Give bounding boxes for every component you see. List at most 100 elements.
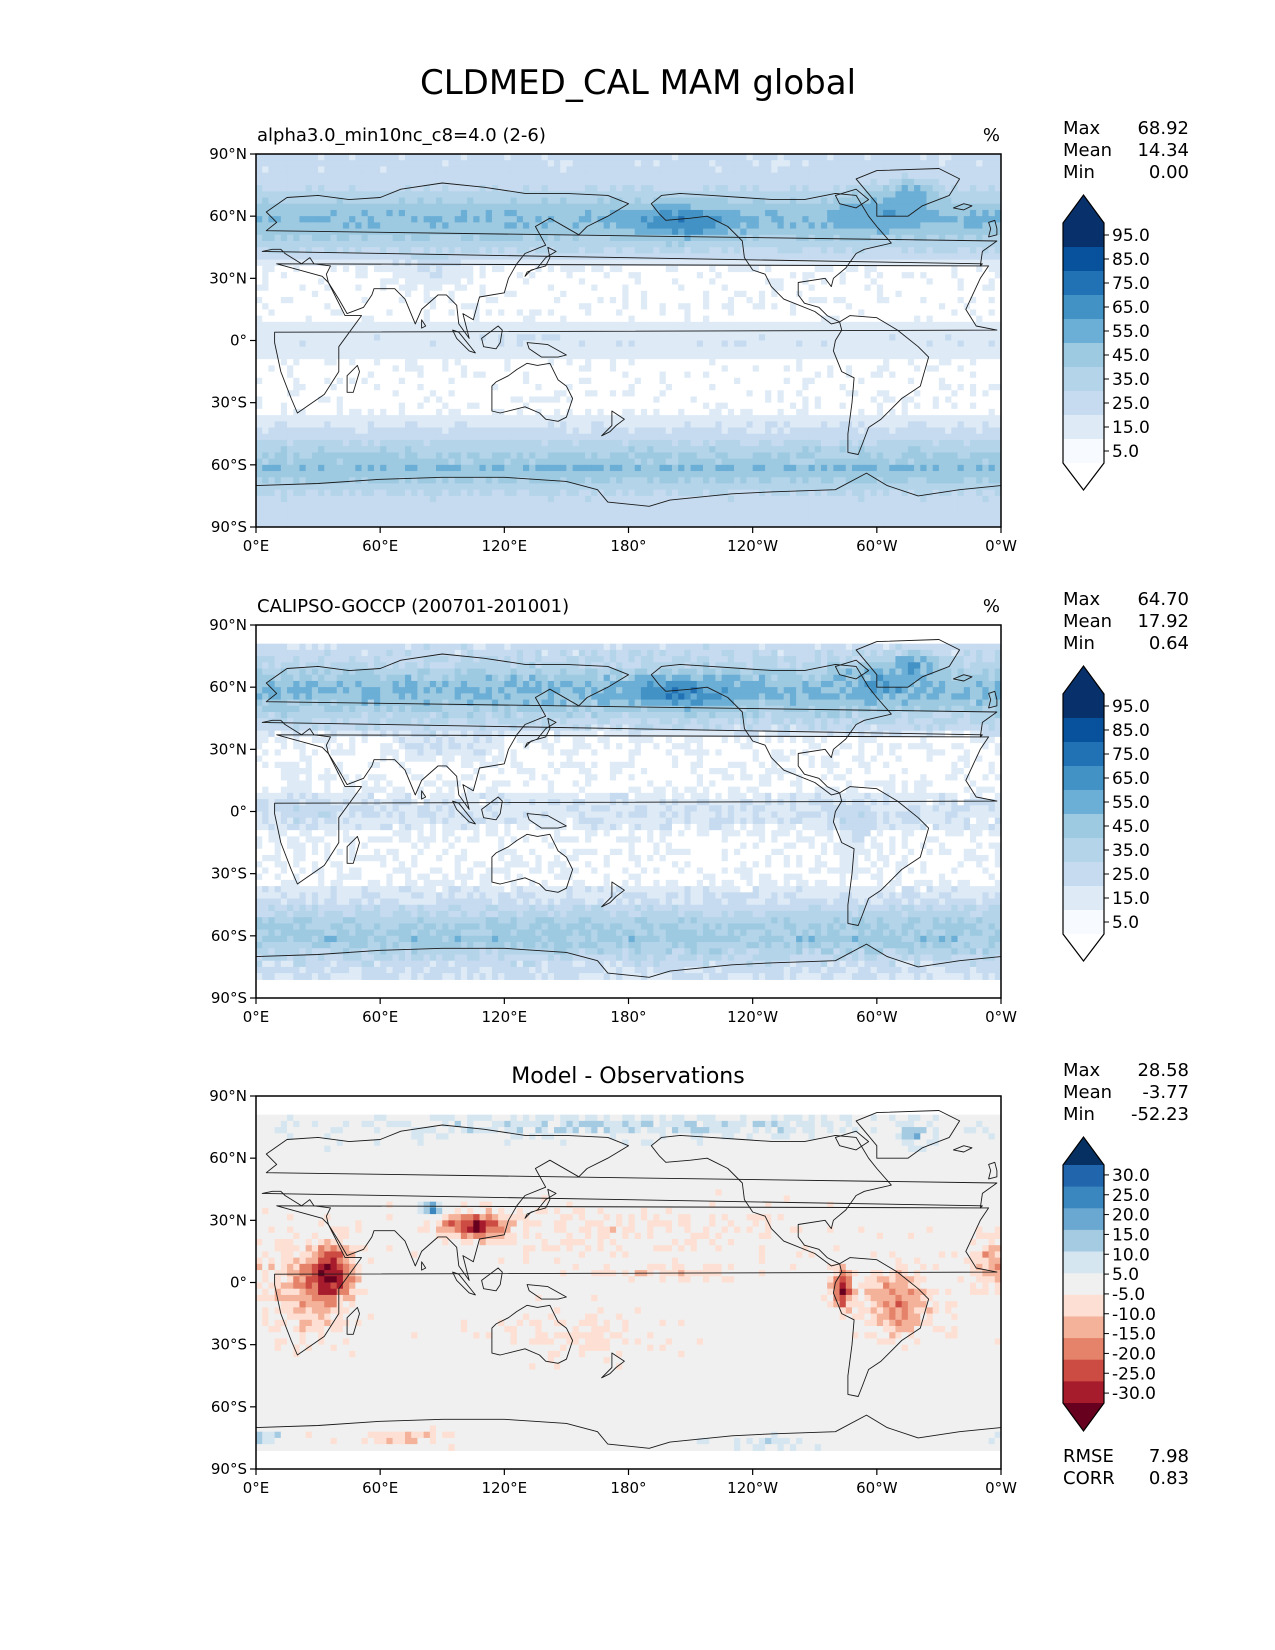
field-cell (628, 284, 636, 292)
field-cell (802, 178, 810, 186)
field-cell (783, 154, 791, 161)
field-cell (318, 247, 325, 255)
field-cell (411, 265, 419, 273)
field-cell (671, 178, 679, 186)
field-cell (703, 234, 710, 242)
field-cell (479, 178, 487, 186)
field-cell (864, 290, 872, 298)
field-cell (349, 377, 356, 385)
field-cell (262, 278, 270, 286)
field-cell (442, 377, 450, 385)
field-cell (392, 315, 400, 323)
field-cell (852, 371, 859, 379)
field-cell (703, 278, 710, 286)
field-cell (721, 234, 729, 242)
field-cell (653, 377, 661, 385)
field-cell (429, 222, 437, 230)
field-cell (268, 384, 276, 391)
field-cell (827, 328, 834, 335)
field-cell (988, 222, 996, 230)
field-cell (578, 166, 586, 174)
field-cell (622, 272, 630, 279)
field-cell (932, 402, 940, 410)
field-cell (336, 321, 344, 329)
field-cell (342, 272, 350, 279)
field-cell (932, 191, 940, 199)
field-cell (572, 371, 580, 379)
field-cell (473, 371, 481, 379)
field-cell (479, 259, 487, 267)
field-cell (529, 321, 536, 329)
field-cell (901, 402, 909, 410)
field-cell (380, 396, 387, 404)
field-cell (808, 203, 816, 211)
field-cell (647, 278, 654, 286)
field-cell (454, 247, 462, 255)
field-cell (274, 290, 282, 298)
field-cell (858, 371, 866, 379)
field-cell (411, 352, 419, 360)
field-cell (802, 284, 810, 292)
field-cell (547, 191, 555, 199)
field-cell (330, 166, 338, 174)
field-cell (622, 160, 630, 168)
field-cell (951, 253, 959, 261)
field-cell (690, 359, 698, 366)
field-cell (926, 334, 934, 342)
field-cell (665, 408, 673, 416)
field-cell (771, 222, 779, 230)
field-cell (907, 296, 915, 304)
field-cell (907, 160, 915, 168)
field-cell (659, 197, 667, 205)
field-cell (597, 172, 605, 180)
field-cell (554, 340, 561, 348)
field-cell (752, 234, 760, 242)
field-cell (945, 384, 952, 391)
field-cell (522, 390, 530, 398)
field-cell (721, 396, 729, 404)
field-cell (616, 234, 623, 242)
field-cell (392, 290, 400, 298)
field-cell (914, 247, 921, 255)
field-cell (721, 154, 729, 161)
field-cell (852, 278, 859, 286)
field-cell (386, 290, 394, 298)
field-cell (386, 321, 394, 329)
field-cell (467, 315, 474, 323)
field-cell (703, 241, 710, 248)
field-cell (554, 228, 561, 236)
field-cell (696, 253, 704, 261)
field-cell (653, 402, 661, 410)
field-cell (479, 234, 487, 242)
field-cell (690, 402, 698, 410)
field-cell (622, 278, 630, 286)
field-cell (293, 160, 301, 168)
field-cell (616, 241, 623, 248)
field-cell (417, 315, 425, 323)
field-cell (473, 340, 481, 348)
field-cell (460, 234, 468, 242)
field-cell (572, 166, 580, 174)
field-cell (938, 365, 946, 373)
field-cell (547, 284, 555, 292)
field-cell (752, 178, 760, 186)
field-cell (814, 191, 822, 199)
field-cell (367, 384, 375, 391)
field-cell (541, 154, 549, 161)
field-cell (578, 390, 586, 398)
field-cell (318, 303, 325, 311)
field-cell (827, 309, 834, 317)
field-cell (578, 396, 586, 404)
field-cell (473, 228, 481, 236)
field-cell (342, 247, 350, 255)
field-cell (796, 259, 803, 267)
field-cell (467, 191, 474, 199)
field-cell (417, 154, 425, 161)
field-cell (783, 377, 791, 385)
field-cell (926, 166, 934, 174)
field-cell (814, 278, 822, 286)
field-cell (541, 359, 549, 366)
field-cell (845, 315, 853, 323)
field-cell (510, 309, 518, 317)
field-cell (361, 265, 369, 273)
